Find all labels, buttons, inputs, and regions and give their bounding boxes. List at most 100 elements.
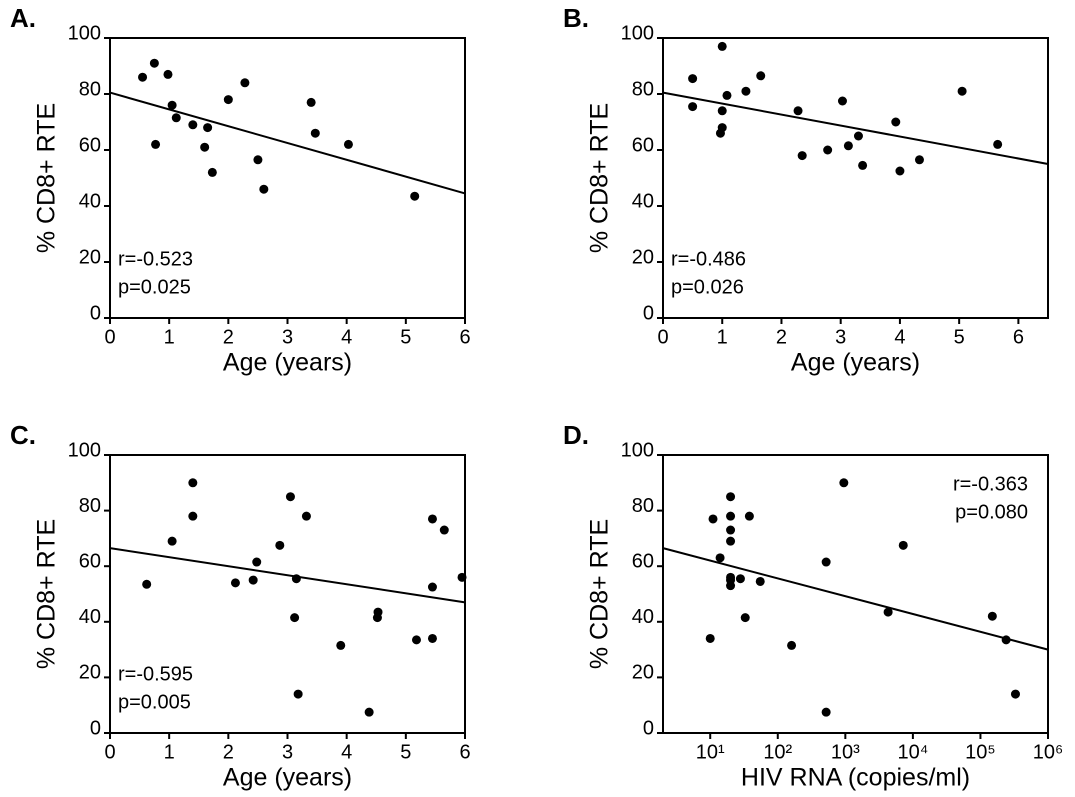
data-point	[688, 102, 698, 112]
y-tick-label: 60	[79, 550, 101, 572]
x-tick-label: 0	[657, 326, 668, 348]
data-point	[275, 540, 285, 550]
y-axis-label: % CD8+ RTE	[586, 519, 614, 669]
data-point	[755, 576, 765, 586]
data-point	[410, 191, 420, 201]
data-point	[726, 492, 736, 502]
data-point	[708, 514, 718, 524]
x-tick-label: 10⁴	[897, 741, 928, 763]
data-point	[787, 640, 797, 650]
y-tick-label: 20	[79, 246, 101, 268]
x-tick-label: 10⁶	[1033, 741, 1063, 763]
x-tick-label: 10²	[763, 741, 792, 763]
y-axis-label: % CD8+ RTE	[586, 103, 614, 253]
data-point	[843, 141, 853, 151]
data-point	[823, 145, 833, 155]
data-point	[987, 611, 997, 621]
data-point	[883, 607, 893, 617]
y-tick-label: 20	[632, 246, 654, 268]
y-tick-label: 60	[632, 134, 654, 156]
data-point	[188, 511, 198, 521]
x-tick-label: 10¹	[696, 741, 725, 763]
data-point	[797, 151, 807, 161]
x-tick-label: 0	[104, 326, 115, 348]
data-point	[756, 71, 766, 81]
x-tick-label: 5	[954, 326, 965, 348]
data-point	[230, 578, 240, 588]
x-tick-label: 6	[459, 326, 470, 348]
data-point	[705, 633, 715, 643]
x-tick-label: 5	[400, 326, 411, 348]
data-point	[411, 635, 421, 645]
data-point	[200, 142, 210, 152]
data-point	[293, 689, 303, 699]
fit-line	[109, 91, 466, 195]
fit-line	[662, 547, 1049, 651]
x-tick-label: 4	[341, 326, 352, 348]
x-tick-label: 10⁵	[965, 741, 996, 763]
y-tick-label: 100	[621, 439, 654, 461]
y-tick-label: 0	[643, 717, 654, 739]
data-point	[149, 58, 159, 68]
y-tick-label: 60	[79, 134, 101, 156]
y-tick-label: 40	[79, 190, 101, 212]
data-point	[207, 167, 217, 177]
y-tick-label: 80	[79, 78, 101, 100]
annotation: r=-0.486	[671, 248, 746, 270]
data-point	[993, 139, 1003, 149]
data-point	[248, 575, 258, 585]
data-point	[740, 613, 750, 623]
data-point	[138, 72, 148, 82]
y-tick-label: 100	[68, 22, 101, 44]
data-point	[735, 574, 745, 584]
data-point	[373, 607, 383, 617]
x-tick-label: 6	[459, 741, 470, 763]
data-point	[744, 511, 754, 521]
data-point	[167, 100, 177, 110]
x-tick-label: 1	[164, 326, 175, 348]
x-tick-label: 3	[282, 741, 293, 763]
panel-title: C.	[10, 420, 36, 450]
annotation: p=0.005	[118, 691, 191, 713]
x-tick-label: 2	[223, 326, 234, 348]
y-tick-label: 60	[632, 550, 654, 572]
data-point	[223, 95, 233, 105]
x-tick-label: 1	[164, 741, 175, 763]
x-tick-label: 10³	[831, 741, 860, 763]
data-point	[821, 707, 831, 717]
x-tick-label: 3	[835, 326, 846, 348]
panel-title: D.	[563, 420, 589, 450]
data-point	[203, 123, 213, 133]
data-point	[252, 557, 262, 567]
data-point	[837, 96, 847, 106]
y-tick-label: 20	[79, 662, 101, 684]
y-tick-label: 100	[621, 22, 654, 44]
data-point	[853, 131, 863, 141]
fit-line	[662, 91, 1049, 165]
data-point	[285, 492, 295, 502]
data-point	[163, 69, 173, 79]
data-point	[891, 117, 901, 127]
x-axis-label: Age (years)	[223, 349, 352, 377]
data-point	[957, 86, 967, 96]
x-tick-label: 1	[717, 326, 728, 348]
data-point	[914, 155, 924, 165]
y-axis-label: % CD8+ RTE	[33, 103, 61, 253]
data-point	[1001, 635, 1011, 645]
data-point	[895, 166, 905, 176]
data-point	[1010, 689, 1020, 699]
x-tick-label: 2	[776, 326, 787, 348]
data-point	[364, 707, 374, 717]
y-tick-label: 80	[632, 495, 654, 517]
y-tick-label: 40	[632, 606, 654, 628]
x-axis-label: Age (years)	[223, 764, 352, 792]
data-point	[151, 139, 161, 149]
data-point	[726, 511, 736, 521]
data-point	[259, 184, 269, 194]
data-point	[343, 139, 353, 149]
y-tick-label: 0	[90, 717, 101, 739]
data-point	[171, 113, 181, 123]
annotation: r=-0.595	[118, 663, 193, 685]
data-point	[188, 120, 198, 130]
annotation: r=-0.363	[953, 473, 1028, 495]
